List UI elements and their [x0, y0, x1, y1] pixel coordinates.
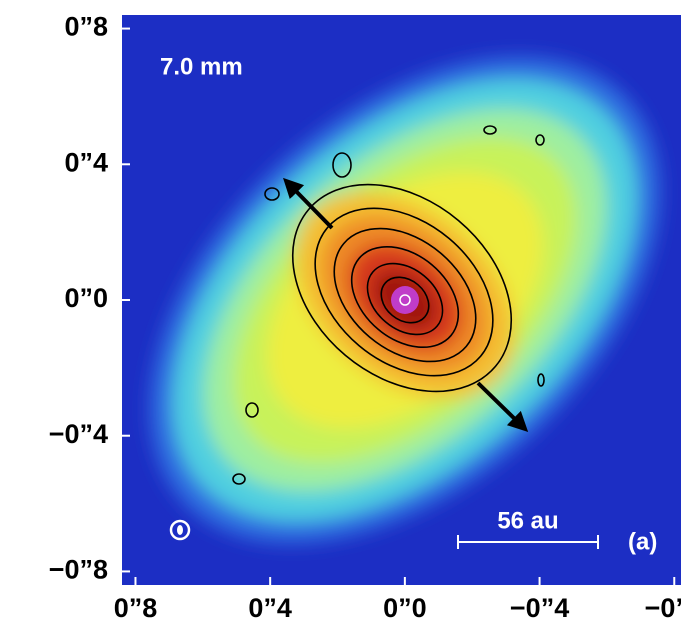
y-tick-label: −0”8: [49, 555, 108, 585]
y-tick-label: 0”4: [64, 147, 108, 177]
central-source: [391, 286, 419, 314]
y-tick-label: 0”0: [64, 283, 108, 313]
panel-label: (a): [628, 528, 657, 555]
scale-bar-label: 56 au: [497, 507, 558, 534]
beam: [169, 519, 191, 541]
arrow: [283, 177, 334, 230]
image: 7.0 mm 56 au (a): [122, 15, 681, 585]
contours: [232, 125, 545, 485]
x-tick-label: 0”4: [248, 593, 292, 623]
y-tick-label: 0”8: [64, 12, 108, 42]
axes: 0”80”40”0−0”4−0”80”80”40”0−0”4−0”8: [49, 12, 681, 623]
band-label: 7.0 mm: [160, 53, 243, 80]
arrow: [476, 381, 529, 432]
beam-core: [177, 525, 183, 535]
x-tick-label: −0”4: [510, 593, 569, 623]
x-tick-label: 0”0: [383, 593, 427, 623]
x-tick-label: 0”8: [114, 593, 158, 623]
central-marker: [399, 294, 411, 306]
x-tick-label: −0”8: [645, 593, 681, 623]
y-tick-label: −0”4: [49, 419, 108, 449]
